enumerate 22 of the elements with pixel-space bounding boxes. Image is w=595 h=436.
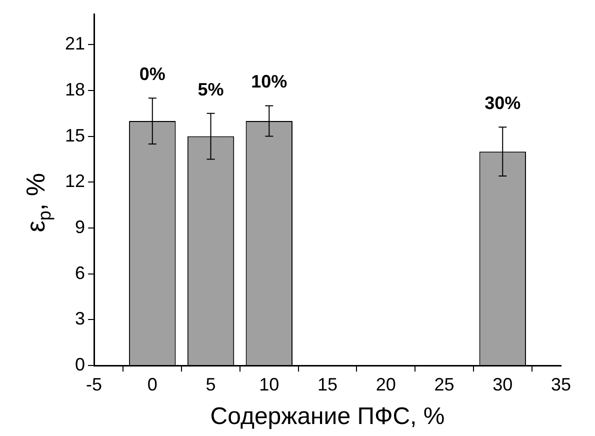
y-tick-label: 12 — [64, 171, 86, 192]
annotation: 10% — [251, 72, 288, 92]
y-tick-label: 18 — [64, 79, 86, 100]
x-tick-label: 10 — [259, 374, 280, 394]
x-tick-label: 15 — [317, 374, 338, 394]
y-tick-label: 9 — [75, 216, 86, 237]
y-tick-label: 6 — [75, 262, 86, 283]
annotation: 5% — [198, 79, 224, 100]
x-tick-label: 35 — [550, 374, 572, 394]
x-axis-title: Содержание ПФС, % — [210, 403, 445, 430]
y-tick-label: 21 — [64, 34, 86, 54]
annotation: 0% — [139, 64, 166, 84]
x-tick-label: 5 — [206, 374, 216, 394]
x-tick-label: 30 — [492, 374, 513, 394]
x-tick-label: 0 — [147, 374, 158, 394]
x-tick-label: 25 — [434, 374, 454, 394]
y-tick-label: 15 — [64, 125, 86, 146]
x-tick-label: 20 — [376, 374, 396, 394]
y-tick-label: 0 — [75, 354, 86, 375]
y-tick-label: 3 — [75, 308, 86, 329]
annotation: 30% — [484, 93, 521, 114]
x-tick-label: -5 — [86, 374, 102, 394]
